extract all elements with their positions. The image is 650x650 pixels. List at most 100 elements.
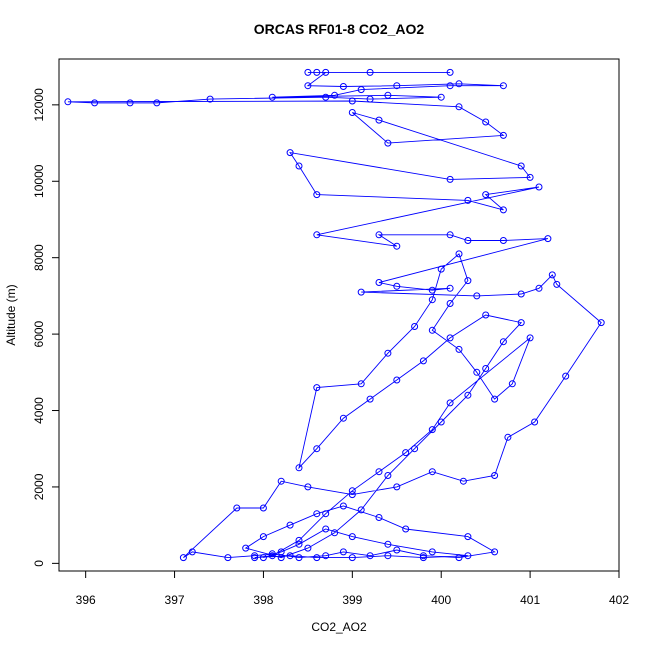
data-point xyxy=(348,533,356,541)
data-point xyxy=(446,399,454,407)
data-point xyxy=(375,468,383,476)
data-point xyxy=(402,525,410,533)
data-point xyxy=(499,82,507,90)
data-point xyxy=(455,345,463,353)
data-point xyxy=(393,483,401,491)
data-point xyxy=(393,82,401,90)
data-point xyxy=(517,290,525,298)
data-point xyxy=(446,82,454,90)
data-point xyxy=(411,323,419,330)
data-point xyxy=(446,231,454,239)
chart-title: ORCAS RF01-8 CO2_AO2 xyxy=(254,21,425,37)
data-point xyxy=(233,504,241,512)
data-point xyxy=(348,491,356,499)
data-point xyxy=(179,554,187,562)
data-point xyxy=(304,82,312,90)
data-point xyxy=(526,334,534,342)
data-point xyxy=(548,271,556,279)
data-point xyxy=(428,286,436,294)
data-point xyxy=(322,552,330,560)
data-point xyxy=(437,265,445,273)
data-point xyxy=(455,554,463,562)
data-point xyxy=(455,103,463,111)
data-point xyxy=(295,162,303,170)
y-tick-label: 4000 xyxy=(32,397,46,424)
data-point xyxy=(188,548,196,556)
data-point xyxy=(304,68,312,76)
data-point xyxy=(304,483,312,491)
data-point xyxy=(393,546,401,554)
data-point xyxy=(313,510,321,518)
data-point xyxy=(384,139,392,147)
y-tick-label: 6000 xyxy=(32,320,46,347)
data-point xyxy=(411,445,419,453)
data-point xyxy=(419,554,427,562)
x-tick-label: 399 xyxy=(342,593,362,607)
y-tick-label: 8000 xyxy=(32,244,46,271)
data-point xyxy=(322,68,330,76)
data-point xyxy=(313,384,321,392)
data-point xyxy=(384,472,392,479)
x-tick-label: 401 xyxy=(520,593,540,607)
data-point xyxy=(313,445,321,453)
data-point xyxy=(313,554,321,562)
data-point xyxy=(366,95,374,103)
data-point xyxy=(286,521,294,529)
data-point xyxy=(375,231,383,239)
data-point xyxy=(402,449,410,457)
data-point xyxy=(419,357,427,365)
data-point xyxy=(366,395,374,403)
data-point xyxy=(517,162,525,170)
data-point xyxy=(464,391,472,399)
data-point xyxy=(339,83,347,90)
x-tick-label: 397 xyxy=(165,593,185,607)
data-point xyxy=(251,552,259,560)
data-point xyxy=(499,338,507,346)
data-point xyxy=(242,544,250,552)
data-point xyxy=(322,525,330,533)
data-point xyxy=(455,80,463,88)
data-point xyxy=(357,288,365,296)
data-point xyxy=(375,116,383,124)
y-tick-label: 2000 xyxy=(32,473,46,500)
data-point xyxy=(482,191,490,199)
data-point xyxy=(331,529,339,537)
data-point xyxy=(464,552,472,560)
data-point xyxy=(428,296,436,304)
data-point xyxy=(464,533,472,541)
data-point xyxy=(393,376,401,384)
data-point xyxy=(313,68,321,76)
data-point xyxy=(348,487,356,495)
series-line xyxy=(67,71,602,559)
data-point xyxy=(384,349,392,357)
data-point xyxy=(473,368,481,376)
data-point xyxy=(366,68,374,76)
data-point xyxy=(304,544,312,552)
data-point xyxy=(393,242,401,250)
x-tick-label: 396 xyxy=(76,593,96,607)
data-point xyxy=(286,552,294,560)
data-point xyxy=(348,109,356,116)
data-point xyxy=(482,365,490,372)
data-point xyxy=(348,554,356,562)
data-point xyxy=(553,280,561,288)
data-point xyxy=(384,552,392,560)
data-point xyxy=(437,93,445,101)
y-axis-label: Altitude (m) xyxy=(4,284,18,345)
data-point xyxy=(464,237,472,244)
data-point xyxy=(597,319,605,327)
data-point xyxy=(446,68,454,76)
data-point xyxy=(419,552,427,560)
data-point xyxy=(562,372,570,380)
data-point xyxy=(491,472,499,479)
data-point xyxy=(295,540,303,548)
data-point xyxy=(91,99,99,107)
data-point xyxy=(446,175,454,183)
data-point xyxy=(535,284,543,292)
data-point xyxy=(491,395,499,403)
data-point xyxy=(357,380,365,388)
data-point xyxy=(482,311,490,319)
data-point xyxy=(286,149,294,157)
data-point xyxy=(366,552,374,560)
